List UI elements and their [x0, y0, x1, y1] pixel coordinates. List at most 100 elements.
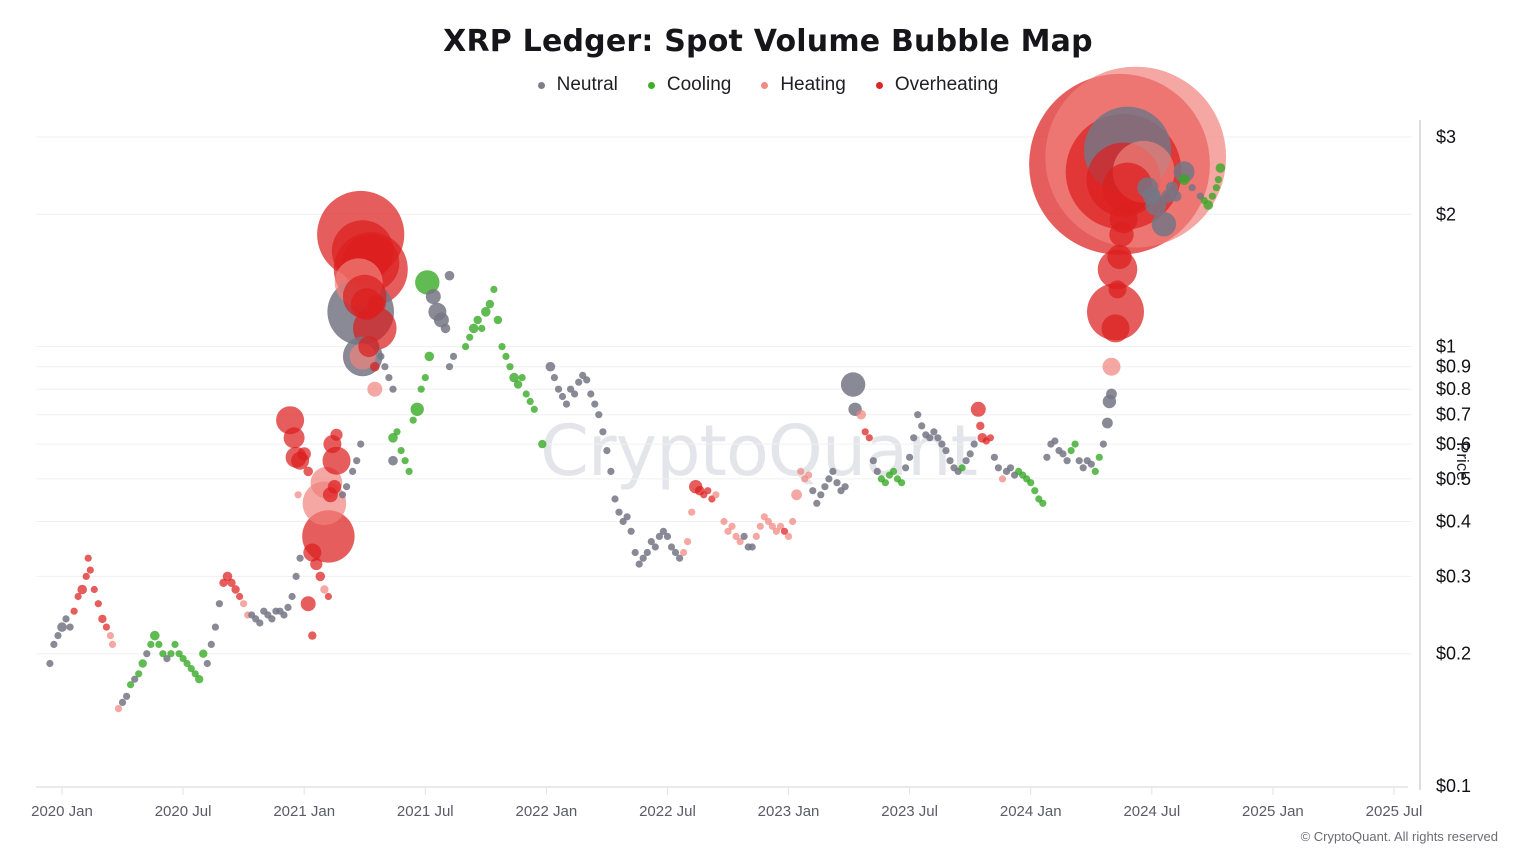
- data-point-neutral[interactable]: [607, 467, 615, 475]
- data-point-neutral[interactable]: [1102, 417, 1113, 429]
- data-point-cooling[interactable]: [388, 433, 398, 443]
- data-point-cooling[interactable]: [410, 402, 424, 416]
- data-point-cooling[interactable]: [195, 675, 204, 684]
- data-point-heating[interactable]: [1102, 357, 1121, 376]
- data-point-neutral[interactable]: [292, 572, 300, 581]
- data-point-heating[interactable]: [764, 517, 773, 526]
- data-point-cooling[interactable]: [466, 333, 474, 341]
- data-point-neutral[interactable]: [123, 692, 131, 700]
- data-point-heating[interactable]: [294, 491, 302, 499]
- data-point-overheating[interactable]: [231, 585, 240, 594]
- data-point-neutral[interactable]: [833, 479, 841, 487]
- data-point-neutral[interactable]: [918, 422, 926, 430]
- data-point-neutral[interactable]: [1079, 464, 1087, 472]
- data-point-neutral[interactable]: [1173, 161, 1195, 183]
- data-point-overheating[interactable]: [1102, 162, 1153, 213]
- data-point-heating[interactable]: [784, 532, 793, 541]
- data-point-overheating[interactable]: [86, 566, 94, 574]
- data-point-neutral[interactable]: [575, 378, 583, 386]
- data-point-cooling[interactable]: [409, 416, 417, 424]
- data-point-cooling[interactable]: [478, 324, 486, 332]
- data-point-cooling[interactable]: [502, 352, 510, 360]
- data-point-overheating[interactable]: [1101, 314, 1130, 343]
- data-point-heating[interactable]: [791, 489, 802, 501]
- data-point-neutral[interactable]: [562, 400, 571, 408]
- data-point-neutral[interactable]: [591, 400, 599, 408]
- data-point-neutral[interactable]: [926, 434, 934, 442]
- data-point-cooling[interactable]: [1212, 184, 1220, 192]
- data-point-neutral[interactable]: [207, 640, 215, 649]
- data-point-cooling[interactable]: [490, 285, 498, 293]
- data-point-cooling[interactable]: [1091, 467, 1099, 475]
- legend-item-heating[interactable]: Heating: [761, 74, 846, 96]
- data-point-cooling[interactable]: [509, 372, 519, 383]
- data-point-cooling[interactable]: [1067, 447, 1075, 455]
- data-point-neutral[interactable]: [966, 450, 974, 458]
- data-point-heating[interactable]: [684, 538, 692, 546]
- data-point-overheating[interactable]: [74, 592, 82, 601]
- data-point-overheating[interactable]: [1108, 280, 1127, 299]
- data-point-neutral[interactable]: [663, 532, 672, 541]
- data-point-neutral[interactable]: [389, 385, 397, 393]
- data-point-neutral[interactable]: [603, 447, 611, 455]
- data-point-overheating[interactable]: [77, 584, 87, 595]
- data-point-cooling[interactable]: [179, 655, 187, 663]
- data-point-neutral[interactable]: [809, 487, 817, 495]
- data-point-cooling[interactable]: [397, 447, 405, 455]
- data-point-overheating[interactable]: [330, 428, 343, 441]
- data-point-neutral[interactable]: [914, 411, 922, 419]
- data-point-neutral[interactable]: [611, 495, 619, 503]
- data-point-cooling[interactable]: [1031, 487, 1039, 495]
- data-point-neutral[interactable]: [647, 538, 655, 546]
- data-point-heating[interactable]: [712, 491, 720, 499]
- data-point-heating[interactable]: [732, 532, 740, 541]
- data-point-heating[interactable]: [320, 585, 329, 594]
- data-point-heating[interactable]: [772, 527, 781, 535]
- data-point-overheating[interactable]: [1107, 244, 1132, 270]
- data-point-cooling[interactable]: [1039, 499, 1047, 507]
- data-point-cooling[interactable]: [187, 665, 195, 673]
- data-point-neutral[interactable]: [659, 527, 668, 535]
- data-point-cooling[interactable]: [171, 640, 179, 649]
- data-point-heating[interactable]: [998, 475, 1007, 483]
- data-point-neutral[interactable]: [211, 623, 219, 631]
- data-point-neutral[interactable]: [671, 548, 680, 557]
- data-point-heating[interactable]: [724, 527, 732, 535]
- data-point-neutral[interactable]: [990, 453, 999, 461]
- data-point-heating[interactable]: [789, 517, 797, 526]
- data-point-overheating[interactable]: [976, 421, 985, 431]
- data-point-cooling[interactable]: [1215, 163, 1226, 173]
- data-point-cooling[interactable]: [506, 363, 514, 371]
- data-point-cooling[interactable]: [183, 659, 191, 668]
- data-point-overheating[interactable]: [236, 592, 244, 601]
- data-point-cooling[interactable]: [1027, 479, 1035, 487]
- data-point-heating[interactable]: [680, 548, 688, 557]
- data-point-neutral[interactable]: [215, 600, 223, 608]
- data-point-overheating[interactable]: [861, 428, 869, 436]
- data-point-neutral[interactable]: [623, 513, 631, 521]
- data-point-neutral[interactable]: [118, 698, 127, 707]
- data-point-overheating[interactable]: [308, 631, 317, 640]
- data-point-heating[interactable]: [776, 522, 785, 530]
- data-point-cooling[interactable]: [424, 351, 435, 362]
- data-point-cooling[interactable]: [135, 670, 143, 678]
- data-point-cooling[interactable]: [1214, 176, 1222, 184]
- data-point-overheating[interactable]: [222, 571, 233, 582]
- data-point-cooling[interactable]: [191, 670, 199, 678]
- data-point-neutral[interactable]: [1142, 187, 1161, 206]
- data-point-neutral[interactable]: [296, 554, 304, 562]
- data-point-neutral[interactable]: [817, 491, 825, 499]
- data-point-cooling[interactable]: [1208, 192, 1216, 200]
- data-point-neutral[interactable]: [558, 392, 567, 401]
- data-point-heating[interactable]: [756, 522, 764, 530]
- data-point-neutral[interactable]: [444, 270, 455, 281]
- data-point-overheating[interactable]: [865, 434, 873, 442]
- data-point-overheating[interactable]: [283, 427, 305, 449]
- data-point-heating[interactable]: [760, 513, 768, 521]
- data-point-cooling[interactable]: [462, 343, 470, 351]
- data-point-cooling[interactable]: [138, 659, 147, 668]
- data-point-neutral[interactable]: [425, 289, 441, 305]
- data-point-neutral[interactable]: [962, 457, 970, 465]
- data-point-neutral[interactable]: [256, 619, 264, 627]
- data-point-cooling[interactable]: [493, 315, 503, 325]
